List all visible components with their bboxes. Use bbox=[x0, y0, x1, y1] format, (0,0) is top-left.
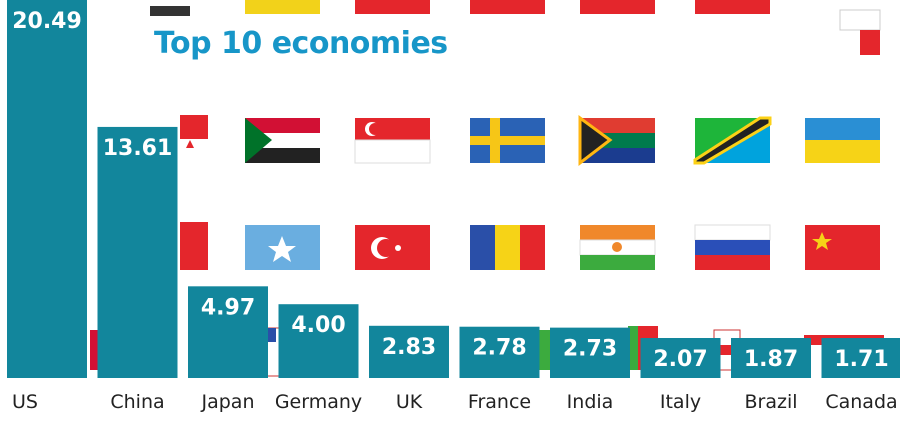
bars-group bbox=[7, 0, 900, 379]
somalia-flag bbox=[245, 225, 320, 270]
flag-top-row bbox=[150, 0, 770, 16]
category-label-uk: UK bbox=[396, 391, 423, 413]
value-label-china: 13.61 bbox=[103, 136, 173, 161]
romania-flag bbox=[470, 225, 545, 270]
category-label-japan: Japan bbox=[201, 391, 255, 413]
flag-partial-row3 bbox=[180, 222, 208, 270]
bar-uk bbox=[369, 325, 449, 378]
niger-flag bbox=[579, 225, 656, 270]
category-label-canada: Canada bbox=[825, 391, 897, 413]
value-labels-group: 20.49 13.61 4.97 4.00 2.83 2.78 2.73 2.07 1.87 1.… bbox=[12, 9, 888, 372]
bar-india bbox=[550, 327, 630, 378]
russia-flag bbox=[694, 224, 771, 270]
value-label-germany: 4.00 bbox=[291, 313, 345, 338]
category-label-china: China bbox=[110, 391, 164, 413]
value-label-us: 20.49 bbox=[12, 9, 82, 34]
value-label-canada: 1.71 bbox=[834, 347, 888, 372]
singapore-flag bbox=[354, 118, 431, 164]
bar-germany bbox=[278, 304, 359, 378]
flag-top-right bbox=[839, 9, 881, 55]
value-label-japan: 4.97 bbox=[201, 295, 255, 320]
value-label-france: 2.78 bbox=[472, 336, 526, 361]
category-label-india: India bbox=[567, 391, 614, 413]
value-label-uk: 2.83 bbox=[382, 335, 436, 360]
category-labels-group: US China Japan Germany UK France India Italy Bra… bbox=[12, 391, 898, 413]
value-label-italy: 2.07 bbox=[653, 347, 707, 372]
sweden-flag bbox=[470, 118, 545, 163]
tanzania-flag bbox=[693, 116, 772, 165]
ukraine-flag bbox=[805, 118, 880, 163]
category-label-france: France bbox=[468, 391, 531, 413]
bar-japan bbox=[188, 286, 268, 378]
bar-canada bbox=[821, 338, 900, 378]
turkey-flag bbox=[355, 225, 430, 270]
sudan-flag bbox=[245, 118, 320, 163]
bar-france bbox=[459, 326, 540, 378]
china-flag bbox=[805, 225, 880, 270]
bar-brazil bbox=[731, 338, 811, 378]
bar-us bbox=[7, 0, 87, 378]
chart-title: Top 10 economies bbox=[150, 26, 452, 61]
value-label-brazil: 1.87 bbox=[744, 347, 798, 372]
category-label-germany: Germany bbox=[275, 391, 362, 413]
value-label-india: 2.73 bbox=[563, 337, 617, 362]
category-label-brazil: Brazil bbox=[744, 391, 797, 413]
category-label-us: US bbox=[12, 391, 38, 413]
bar-italy bbox=[640, 338, 721, 378]
south-africa-flag bbox=[578, 115, 655, 167]
flag-partial-red bbox=[180, 115, 208, 163]
bar-china bbox=[97, 126, 178, 379]
category-label-italy: Italy bbox=[660, 391, 701, 413]
